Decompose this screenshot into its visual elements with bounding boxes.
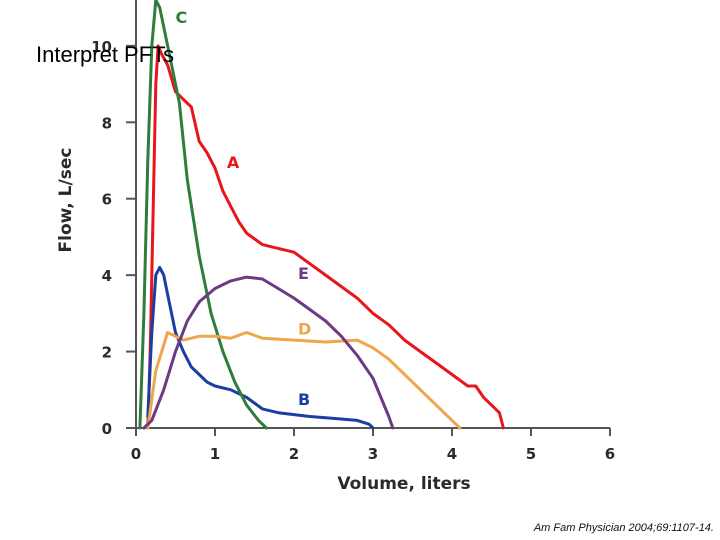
chart-series [138, 0, 505, 430]
series-line-a [146, 44, 505, 430]
x-tick-label: 2 [289, 445, 299, 463]
x-tick-label: 3 [368, 445, 378, 463]
y-tick-label: 10 [91, 38, 112, 56]
y-axis-ticks: 0 2 4 6 8 10 [91, 38, 136, 438]
series-line-e [142, 275, 395, 430]
series-line-b [146, 266, 375, 430]
series-line-d [146, 331, 462, 430]
series-line-c [138, 0, 268, 430]
series-label-a: A [227, 153, 240, 172]
x-tick-label: 6 [605, 445, 615, 463]
y-tick-label: 6 [102, 191, 112, 209]
x-tick-label: 1 [210, 445, 220, 463]
x-axis-label: Volume, liters [337, 474, 470, 494]
slide-title: Interpret PFTs [36, 42, 175, 67]
chart-series-labels: A B C D E [176, 8, 312, 409]
series-label-d: D [298, 319, 311, 338]
x-tick-label: 5 [526, 445, 536, 463]
x-axis-ticks: 0 1 2 3 4 5 6 [131, 428, 615, 463]
y-tick-label: 2 [102, 344, 112, 362]
series-label-e: E [298, 264, 309, 283]
x-tick-label: 0 [131, 445, 141, 463]
series-label-c: C [176, 8, 188, 27]
y-tick-label: 0 [102, 420, 112, 438]
chart-axes [135, 0, 610, 429]
series-label-b: B [298, 390, 310, 409]
x-tick-label: 4 [447, 445, 457, 463]
citation: Am Fam Physician 2004;69:1107-14. [533, 522, 714, 534]
y-tick-label: 8 [102, 114, 112, 132]
y-tick-label: 4 [102, 267, 112, 285]
y-axis-label: Flow, L/sec [56, 148, 76, 253]
